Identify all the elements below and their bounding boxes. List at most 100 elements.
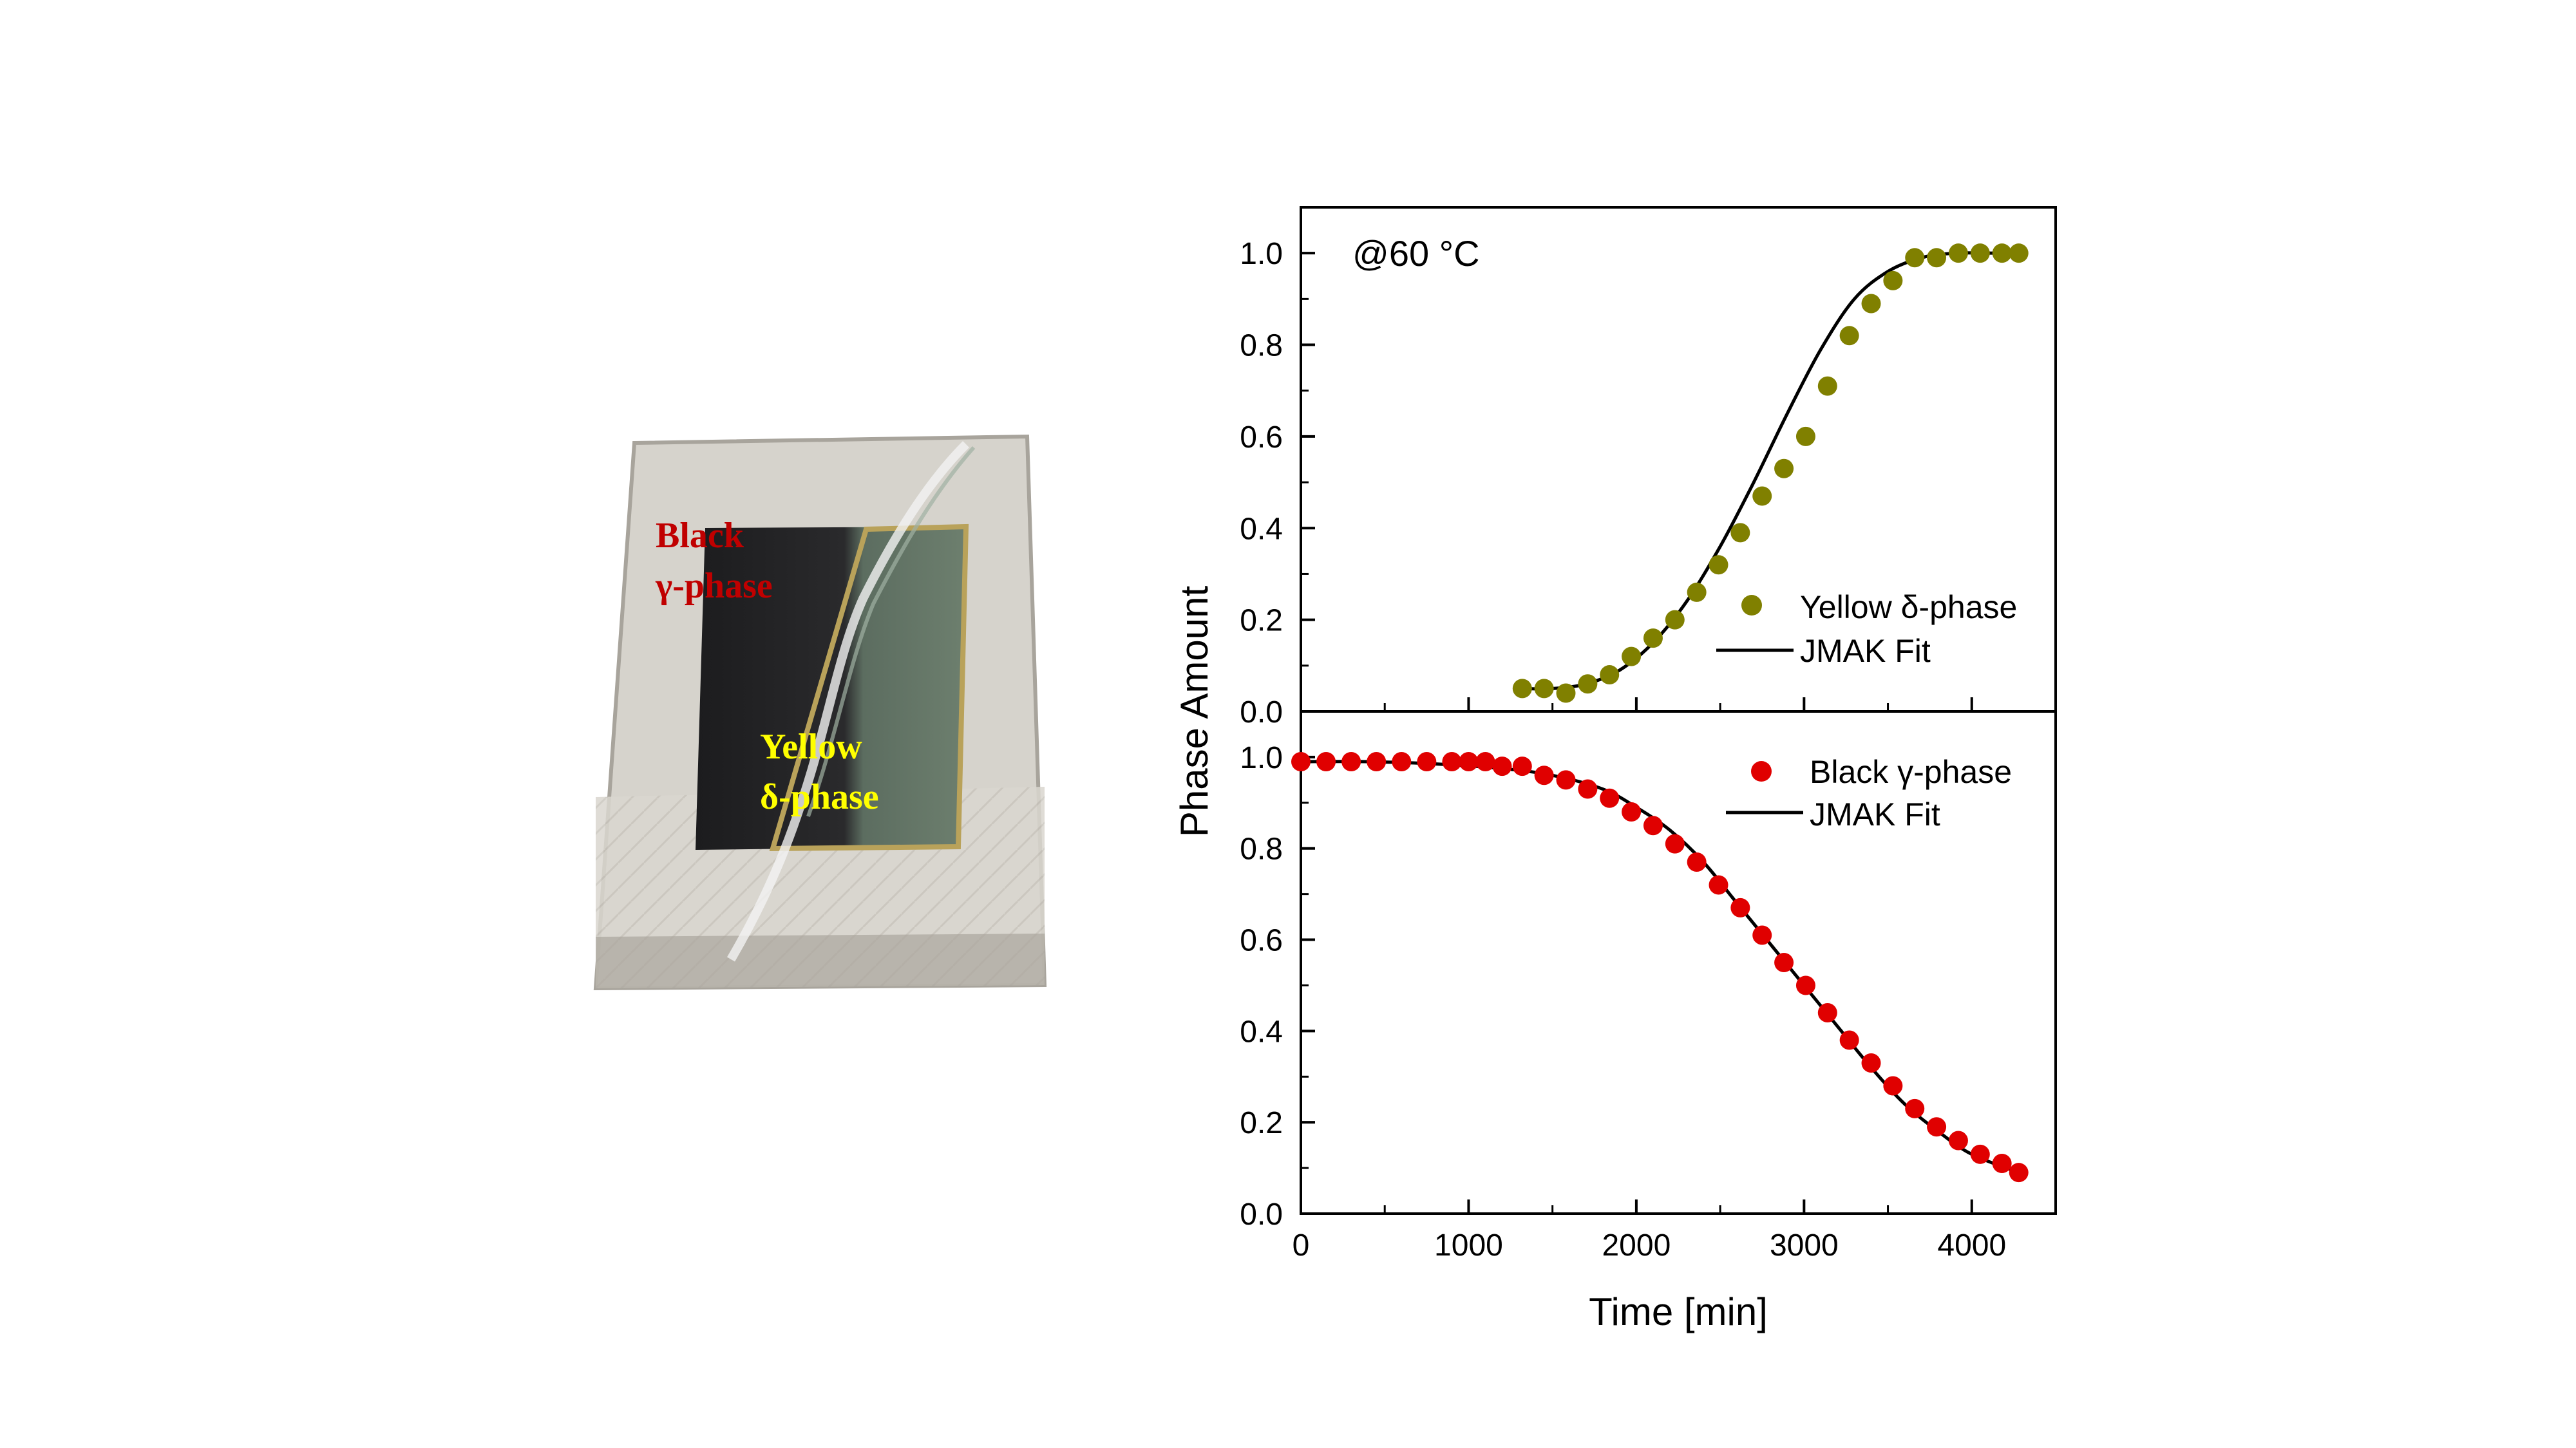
black-gamma-data-point (1709, 875, 1728, 895)
yellow-delta-data-point (1905, 248, 1925, 268)
bottom-y-tick-label: 0.6 (1240, 924, 1283, 958)
axis-ticks (1300, 252, 2057, 1215)
yellow-delta-data-point (1643, 628, 1663, 648)
legend-bottom: Black γ-phase JMAK Fit (1726, 754, 2012, 832)
black-gamma-data-point (1341, 752, 1361, 771)
black-gamma-data-point (1774, 953, 1794, 972)
annotation-temperature: @60 °C (1352, 233, 1480, 274)
yellow-delta-data-point (2009, 243, 2029, 263)
yellow-delta-data-point (1622, 646, 1642, 666)
gold-rim (769, 523, 969, 852)
yellow-delta-data-point (1709, 555, 1728, 575)
black-gamma-data-point (1927, 1117, 1947, 1137)
glass-crack (726, 441, 969, 962)
chart: 0.0 0.2 0.4 0.6 0.8 1.0 0.0 0.2 0.4 0.6 0.8 1.0 0 100… (1173, 206, 2057, 1333)
plot-frame-bottom (1300, 710, 2057, 1215)
yellow-delta-data-point (1927, 248, 1947, 268)
black-gamma-data-point (1316, 752, 1336, 771)
y-axis-title: Phase Amount (1173, 586, 1216, 838)
black-gamma-data-point (1817, 1003, 1837, 1022)
yellow-delta-data-point (1839, 326, 1859, 346)
bottom-panel-series (1291, 752, 2029, 1183)
x-tick-label: 0 (1293, 1228, 1310, 1263)
black-gamma-data-point (1948, 1131, 1968, 1151)
black-gamma-data-point (1861, 1053, 1881, 1073)
x-axis-title: Time [min] (1589, 1290, 1768, 1333)
black-gamma-data-point (1459, 752, 1479, 771)
black-gamma-data-point (1795, 975, 1815, 995)
yellow-delta-data-point (1730, 523, 1750, 543)
legend-yellow-marker (1741, 595, 1762, 616)
legend-top: Yellow δ-phase JMAK Fit (1716, 589, 2017, 669)
black-gamma-data-point (1600, 788, 1620, 808)
bottom-y-tick-label: 0.0 (1240, 1198, 1283, 1232)
yellow-delta-data-point (1512, 679, 1532, 699)
bottom-y-tick-label: 0.4 (1240, 1015, 1283, 1049)
plot-frame-top (1300, 206, 2057, 713)
black-gamma-data-point (1665, 834, 1685, 854)
label-black-line2: γ-phase (655, 566, 773, 606)
black-gamma-data-point (1622, 802, 1642, 822)
yellow-delta-data-point (1861, 294, 1881, 314)
top-y-tick-label: 0.4 (1240, 512, 1283, 546)
yellow-delta-data-point (1883, 270, 1903, 290)
label-yellow-line1: Yellow (760, 727, 862, 767)
label-black-line1: Black (656, 516, 744, 556)
yellow-delta-data-point (1992, 243, 2012, 263)
bottom-y-tick-label: 0.8 (1240, 832, 1283, 867)
black-gamma-data-point (1730, 898, 1750, 917)
top-y-tick-label: 0.2 (1240, 604, 1283, 638)
bottom-y-tick-label: 1.0 (1240, 741, 1283, 775)
black-gamma-data-point (1442, 752, 1462, 771)
black-gamma-data-point (1367, 752, 1387, 771)
yellow-delta-data-point (1687, 582, 1707, 602)
black-gamma-data-point (1556, 770, 1576, 790)
x-tick-label: 4000 (1937, 1228, 2006, 1263)
x-tick-label: 3000 (1770, 1228, 1839, 1263)
black-gamma-data-point (1492, 757, 1512, 776)
legend-black-marker (1751, 761, 1772, 782)
black-gamma-data-point (1392, 752, 1412, 771)
yellow-delta-data-point (1665, 610, 1685, 630)
yellow-delta-data-point (1948, 243, 1968, 263)
glass-crack-shadow (806, 446, 976, 817)
black-gamma-data-point (1475, 752, 1495, 771)
legend-top-fit-label: JMAK Fit (1800, 633, 1931, 669)
yellow-delta-data-point (1556, 683, 1576, 703)
label-yellow-line2: δ-phase (760, 777, 879, 817)
legend-bottom-fit-label: JMAK Fit (1810, 796, 1940, 832)
black-gamma-data-point (1883, 1076, 1903, 1096)
yellow-delta-data-point (1795, 426, 1815, 446)
black-gamma-data-point (1992, 1154, 2012, 1173)
top-y-tick-label: 0.0 (1240, 695, 1283, 729)
black-gamma-data-point (1839, 1030, 1859, 1050)
yellow-delta-data-point (1774, 458, 1794, 478)
sample-photo: Black γ-phase Yellow δ-phase (593, 434, 1047, 991)
glass-edge (596, 934, 1045, 988)
black-gamma-data-point (1534, 766, 1554, 785)
axis-tick-labels: 0.0 0.2 0.4 0.6 0.8 1.0 0.0 0.2 0.4 0.6 0.8 1.0 0 100… (1240, 237, 2006, 1263)
bottom-y-tick-label: 0.2 (1240, 1106, 1283, 1140)
top-y-tick-label: 0.6 (1240, 420, 1283, 455)
black-gamma-data-point (1905, 1098, 1925, 1118)
yellow-delta-data-point (1600, 665, 1620, 685)
yellow-delta-data-point (1578, 674, 1598, 694)
black-gamma-data-point (1970, 1144, 1990, 1164)
x-tick-label: 2000 (1602, 1228, 1671, 1263)
yellow-delta-data-point (1817, 376, 1837, 396)
legend-black-label: Black γ-phase (1810, 754, 2012, 790)
yellow-delta-data-point (1970, 243, 1990, 263)
top-panel-series (1512, 243, 2029, 703)
black-gamma-data-point (2009, 1163, 2029, 1183)
black-gamma-data-point (1752, 925, 1772, 945)
black-gamma-data-point (1643, 816, 1663, 836)
yellow-delta-data-point (1752, 486, 1772, 506)
black-gamma-data-point (1417, 752, 1437, 771)
black-gamma-data-point (1512, 757, 1532, 776)
x-tick-label: 1000 (1434, 1228, 1503, 1263)
black-gamma-data-point (1291, 752, 1311, 771)
top-y-tick-label: 0.8 (1240, 329, 1283, 363)
black-gamma-data-point (1578, 779, 1598, 799)
yellow-delta-data-point (1534, 679, 1554, 699)
